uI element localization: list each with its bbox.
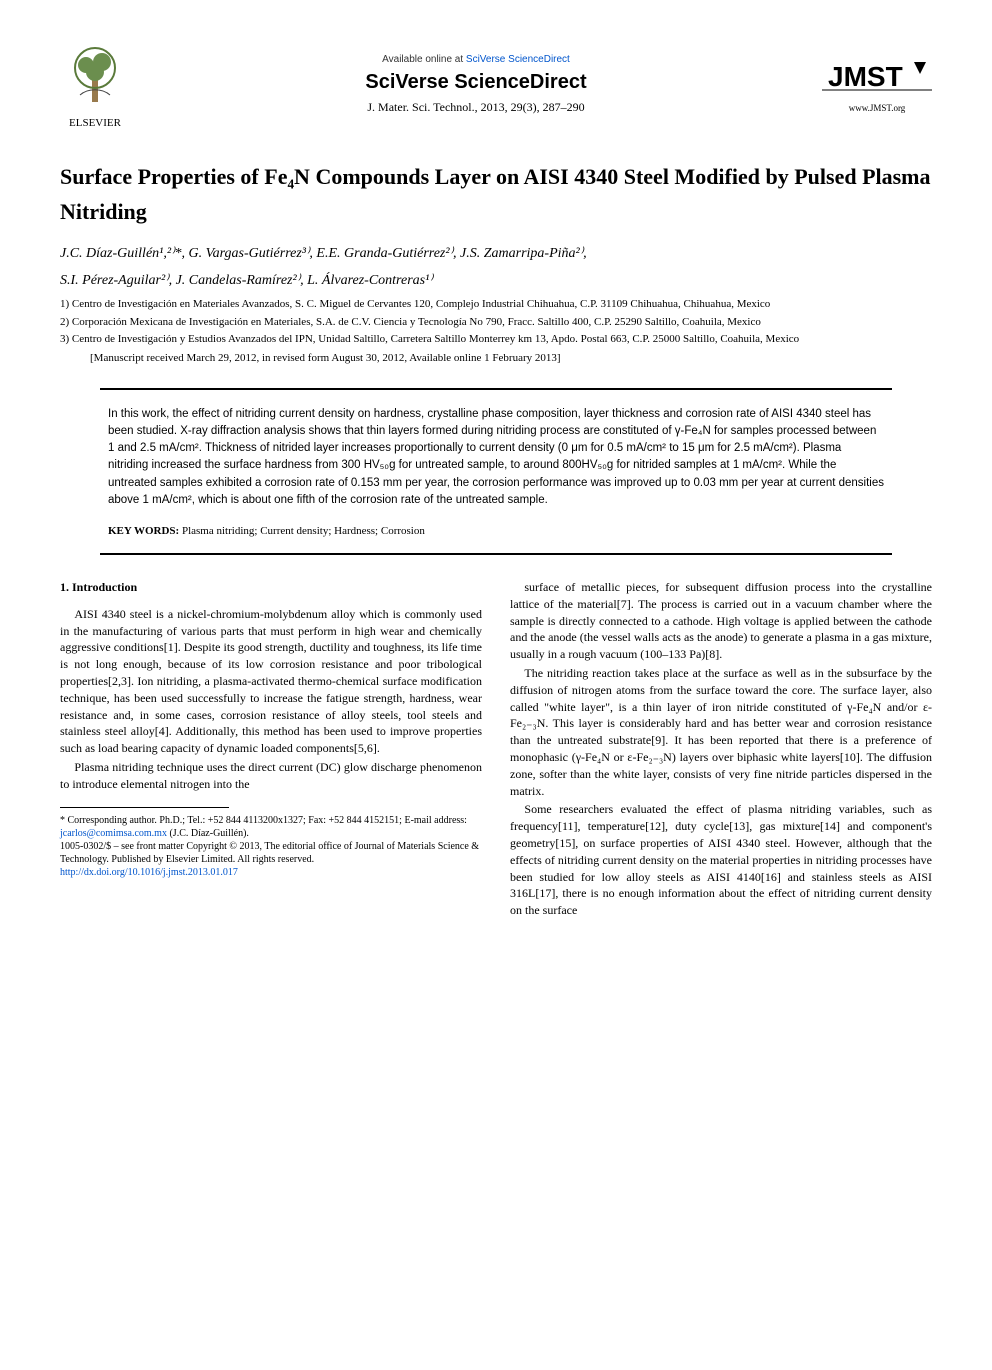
footnote-block: * Corresponding author. Ph.D.; Tel.: +52…	[60, 814, 482, 879]
affil-1-num: 1)	[60, 298, 69, 310]
footnote-rule	[60, 807, 229, 808]
elsevier-tree-icon	[60, 40, 130, 110]
svg-text:JMST: JMST	[828, 61, 903, 92]
affil-2-num: 2)	[60, 316, 69, 328]
keywords-label: KEY WORDS:	[108, 525, 179, 537]
abstract-box: In this work, the effect of nitriding cu…	[100, 388, 892, 556]
affiliation-3: 3) Centro de Investigación y Estudios Av…	[60, 332, 932, 347]
footnote-email-link[interactable]: jcarlos@comimsa.com.mx	[60, 828, 167, 839]
keywords-line: KEY WORDS: Plasma nitriding; Current den…	[108, 525, 884, 537]
left-paragraph-1: AISI 4340 steel is a nickel-chromium-mol…	[60, 606, 482, 757]
right-paragraph-1: surface of metallic pieces, for subseque…	[510, 579, 932, 663]
sciverse-brand: SciVerse ScienceDirect	[130, 71, 822, 94]
elsevier-logo: ELSEVIER	[60, 40, 130, 129]
right-column: surface of metallic pieces, for subseque…	[510, 579, 932, 921]
authors-line1: J.C. Díaz-Guillén¹,²⁾*, G. Vargas-Gutiér…	[60, 243, 932, 264]
manuscript-dates: [Manuscript received March 29, 2012, in …	[90, 352, 932, 364]
affiliation-1: 1) Centro de Investigación en Materiales…	[60, 297, 932, 312]
footnote-corresponding: * Corresponding author. Ph.D.; Tel.: +52…	[60, 815, 467, 826]
available-online-pre: Available online at	[382, 54, 466, 65]
sciverse-link[interactable]: SciVerse ScienceDirect	[466, 54, 570, 65]
authors-line2: S.I. Pérez-Aguilar²⁾, J. Candelas-Ramíre…	[60, 270, 932, 291]
affil-3-num: 3)	[60, 333, 69, 345]
jmst-logo: JMST www.JMST.org	[822, 56, 932, 113]
affil-3-text: Centro de Investigación y Estudios Avanz…	[72, 333, 799, 345]
affil-2-text: Corporación Mexicana de Investigación en…	[72, 316, 761, 328]
right-paragraph-2: The nitriding reaction takes place at th…	[510, 665, 932, 799]
footnote-copyright: 1005-0302/$ – see front matter Copyright…	[60, 841, 479, 865]
left-column: 1. Introduction AISI 4340 steel is a nic…	[60, 579, 482, 921]
affil-1-text: Centro de Investigación en Materiales Av…	[72, 298, 770, 310]
right-paragraph-3: Some researchers evaluated the effect of…	[510, 801, 932, 919]
section-1-heading: 1. Introduction	[60, 579, 482, 596]
journal-header: ELSEVIER Available online at SciVerse Sc…	[60, 40, 932, 129]
available-online-text: Available online at SciVerse ScienceDire…	[130, 54, 822, 65]
jmst-mark-icon: JMST	[822, 56, 932, 101]
elsevier-label: ELSEVIER	[60, 117, 130, 129]
body-columns: 1. Introduction AISI 4340 steel is a nic…	[60, 579, 932, 921]
jmst-url: www.JMST.org	[822, 103, 932, 113]
footnote-email-tail: (J.C. Díaz-Guillén).	[167, 828, 249, 839]
left-paragraph-2: Plasma nitriding technique uses the dire…	[60, 759, 482, 793]
center-header: Available online at SciVerse ScienceDire…	[130, 54, 822, 115]
abstract-text: In this work, the effect of nitriding cu…	[108, 406, 884, 510]
keywords-text: Plasma nitriding; Current density; Hardn…	[182, 525, 425, 537]
journal-reference: J. Mater. Sci. Technol., 2013, 29(3), 28…	[130, 100, 822, 115]
affiliation-2: 2) Corporación Mexicana de Investigación…	[60, 315, 932, 330]
footnote-doi-link[interactable]: http://dx.doi.org/10.1016/j.jmst.2013.01…	[60, 867, 238, 878]
article-title: Surface Properties of Fe₄N Compounds Lay…	[60, 159, 932, 229]
